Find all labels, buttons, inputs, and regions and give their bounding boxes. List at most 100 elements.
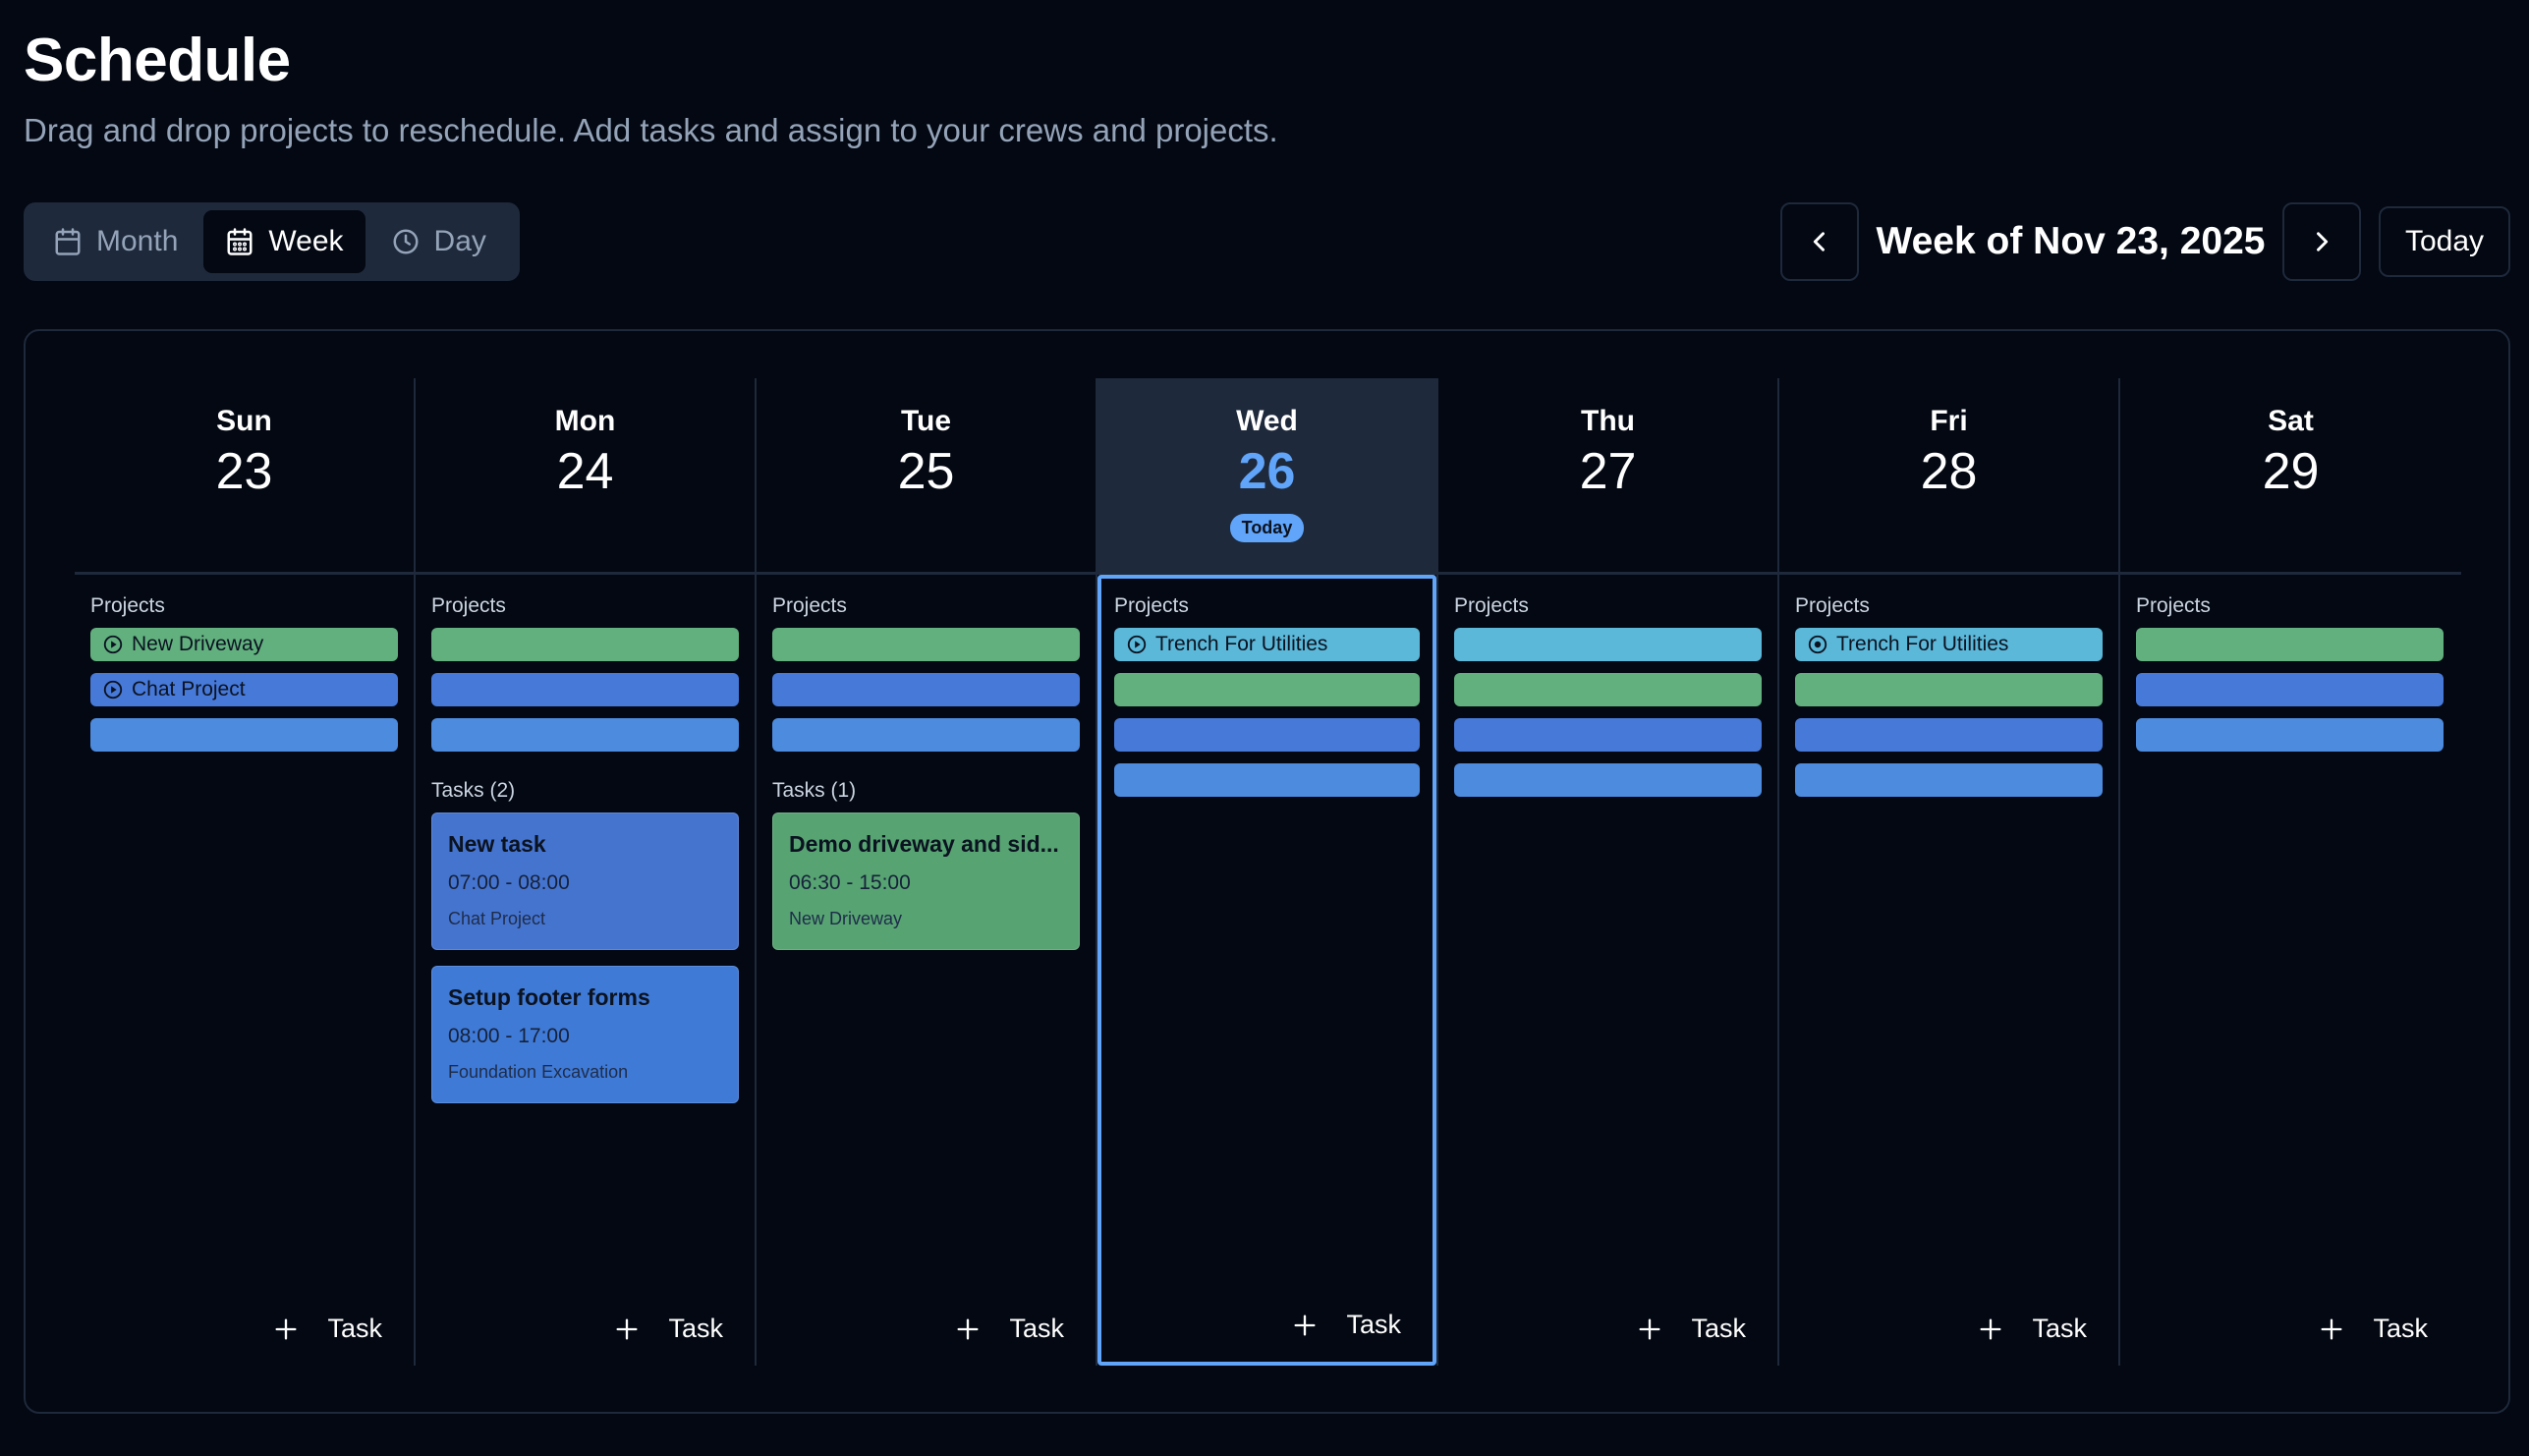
view-switcher: Month Week Day: [24, 202, 520, 281]
add-task-label: Task: [1691, 1314, 1746, 1343]
day-name: Sat: [2268, 405, 2314, 437]
project-bar[interactable]: [2136, 718, 2444, 752]
calendar-grid-icon: [227, 228, 253, 255]
project-bar[interactable]: [1114, 673, 1420, 706]
add-task-label: Task: [1009, 1314, 1064, 1343]
plus-icon: [954, 1316, 982, 1343]
page-subtitle: Drag and drop projects to reschedule. Ad…: [24, 112, 1278, 148]
project-bar[interactable]: Trench For Utilities: [1114, 628, 1420, 661]
day-header: Mon 24: [416, 378, 755, 575]
day-name: Sun: [216, 405, 272, 437]
week-grid: Sun 23 Projects New Driveway Chat Project Tas…: [75, 378, 2462, 1366]
view-month-button[interactable]: Month: [31, 210, 199, 273]
add-task-button[interactable]: Task: [1977, 1314, 2087, 1344]
day-drop-zone[interactable]: Projects Task: [1438, 575, 1777, 1366]
project-bar[interactable]: Chat Project: [90, 673, 398, 706]
task-card[interactable]: New task 07:00 - 08:00 Chat Project: [431, 812, 739, 950]
add-task-button[interactable]: Task: [1636, 1314, 1746, 1344]
day-drop-zone[interactable]: Projects Tasks (1) Demo driveway and sid..…: [757, 575, 1096, 1366]
add-task-label: Task: [327, 1314, 382, 1343]
project-bar[interactable]: [2136, 673, 2444, 706]
day-number: 27: [1579, 443, 1637, 500]
add-task-button[interactable]: Task: [2318, 1314, 2428, 1344]
projects-label: Projects: [431, 594, 506, 617]
play-circle-icon: [102, 679, 124, 700]
project-bar[interactable]: [431, 628, 739, 661]
chevron-left-icon: [1813, 232, 1825, 252]
project-bar-label: Trench For Utilities: [1836, 633, 2009, 655]
plus-icon: [272, 1316, 300, 1343]
view-week-label: Week: [268, 225, 344, 257]
day-number: 28: [1920, 443, 1978, 500]
task-project: New Driveway: [789, 909, 903, 928]
day-name: Tue: [900, 405, 952, 437]
view-week-button[interactable]: Week: [203, 210, 365, 273]
project-bar[interactable]: [1454, 673, 1762, 706]
day-drop-zone[interactable]: Projects Task: [2120, 575, 2459, 1366]
projects-label: Projects: [90, 594, 165, 617]
day-drop-zone[interactable]: Projects New Driveway Chat Project Task: [75, 575, 414, 1366]
task-time: 07:00 - 08:00: [448, 871, 570, 894]
project-bar[interactable]: [772, 718, 1080, 752]
project-bar[interactable]: [1795, 673, 2103, 706]
next-week-button[interactable]: [2282, 202, 2361, 281]
add-task-button[interactable]: Task: [272, 1314, 382, 1344]
task-card[interactable]: Demo driveway and sid... 06:30 - 15:00 New…: [772, 812, 1080, 950]
project-bar[interactable]: Trench For Utilities: [1795, 628, 2103, 661]
day-column-wed: Wed 26 Today Projects Trench For Utilities Ta…: [1097, 378, 1438, 1366]
project-bar[interactable]: [1454, 628, 1762, 661]
view-day-label: Day: [433, 225, 486, 257]
day-number: 29: [2262, 443, 2320, 500]
project-bar[interactable]: [431, 673, 739, 706]
day-header: Wed 26 Today: [1097, 378, 1436, 575]
task-card[interactable]: Setup footer forms 08:00 - 17:00 Foundatio…: [431, 966, 739, 1103]
project-bar[interactable]: [772, 673, 1080, 706]
add-task-button[interactable]: Task: [613, 1314, 723, 1344]
page-title: Schedule: [24, 27, 291, 94]
day-column-tue: Tue 25 Projects Tasks (1) Demo driveway and …: [757, 378, 1097, 1366]
day-header: Fri 28: [1779, 378, 2118, 575]
task-title: New task: [448, 831, 546, 857]
project-bar[interactable]: New Driveway: [90, 628, 398, 661]
tasks-label: Tasks (2): [431, 779, 516, 802]
project-bar-label: Trench For Utilities: [1155, 633, 1328, 655]
previous-week-button[interactable]: [1780, 202, 1859, 281]
day-number: 24: [556, 443, 614, 500]
task-time: 06:30 - 15:00: [789, 871, 911, 894]
project-bar[interactable]: [1454, 763, 1762, 797]
week-label: Week of Nov 23, 2025: [1876, 220, 2266, 262]
plus-icon: [613, 1316, 641, 1343]
project-bar[interactable]: [1795, 763, 2103, 797]
project-bar[interactable]: [1454, 718, 1762, 752]
project-bar[interactable]: [431, 718, 739, 752]
day-column-fri: Fri 28 Projects Trench For Utilities Task: [1779, 378, 2120, 1366]
add-task-label: Task: [2373, 1314, 2428, 1343]
task-project: Chat Project: [448, 909, 546, 928]
add-task-button[interactable]: Task: [954, 1314, 1064, 1344]
day-drop-zone[interactable]: Projects Trench For Utilities Task: [1097, 575, 1436, 1366]
day-drop-zone[interactable]: Projects Tasks (2) New task 07:00 - 08:00 Ch…: [416, 575, 755, 1366]
plus-icon: [1636, 1316, 1663, 1343]
add-task-button[interactable]: Task: [1291, 1310, 1401, 1340]
project-bar[interactable]: [1114, 763, 1420, 797]
add-task-label: Task: [2032, 1314, 2087, 1343]
day-column-sat: Sat 29 Projects Task: [2120, 378, 2461, 1366]
calendar-icon: [55, 228, 81, 255]
view-day-button[interactable]: Day: [369, 210, 508, 273]
day-name: Mon: [554, 405, 616, 437]
day-number: 25: [897, 443, 955, 500]
today-button[interactable]: Today: [2379, 206, 2510, 277]
project-bar[interactable]: [1795, 718, 2103, 752]
project-bar[interactable]: [2136, 628, 2444, 661]
day-name: Wed: [1236, 405, 1298, 437]
day-drop-zone[interactable]: Projects Trench For Utilities Task: [1779, 575, 2118, 1366]
project-bar[interactable]: [90, 718, 398, 752]
day-header: Thu 27: [1438, 378, 1777, 575]
clock-icon: [393, 229, 419, 254]
projects-label: Projects: [1795, 594, 1870, 617]
day-name: Thu: [1581, 405, 1635, 437]
day-header: Sun 23: [75, 378, 414, 575]
day-number: 26: [1238, 443, 1296, 500]
project-bar[interactable]: [772, 628, 1080, 661]
project-bar[interactable]: [1114, 718, 1420, 752]
